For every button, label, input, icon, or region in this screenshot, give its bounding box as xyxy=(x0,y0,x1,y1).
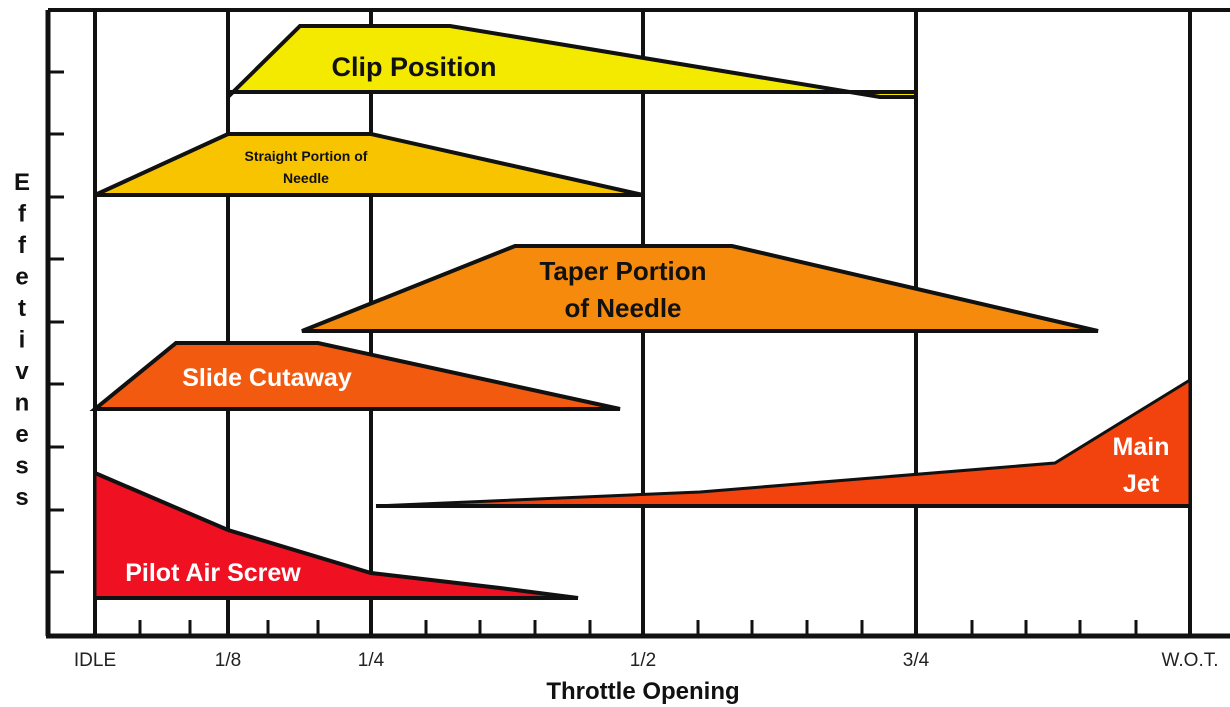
x-tick-labels: IDLE 1/8 1/4 1/2 3/4 W.O.T. xyxy=(74,650,1219,671)
taper-portion-label-line2: of Needle xyxy=(564,293,681,323)
straight-portion-label-line1: Straight Portion of xyxy=(245,148,368,164)
clip-position-label: Clip Position xyxy=(332,52,497,82)
x-tick-idle: IDLE xyxy=(74,650,116,671)
taper-portion-label-line1: Taper Portion xyxy=(539,256,706,286)
band-clip-position: Clip Position xyxy=(226,24,918,102)
band-straight-portion: Straight Portion of Needle xyxy=(94,132,644,197)
pilot-air-screw-label: Pilot Air Screw xyxy=(125,559,301,587)
x-axis-ticks xyxy=(138,620,1138,636)
x-tick-wot: W.O.T. xyxy=(1162,650,1219,671)
band-taper-portion: Taper Portion of Needle xyxy=(301,244,1099,333)
main-jet-label-line2: Jet xyxy=(1123,470,1160,498)
straight-portion-shape xyxy=(94,132,644,197)
slide-cutaway-label: Slide Cutaway xyxy=(182,364,352,392)
x-tick-1-2: 1/2 xyxy=(630,650,656,671)
y-axis-ticks xyxy=(48,70,64,574)
band-main-jet: Main Jet xyxy=(375,377,1192,508)
straight-portion-label-line2: Needle xyxy=(283,170,329,186)
band-pilot-air-screw: Pilot Air Screw xyxy=(93,470,579,600)
x-tick-1-8: 1/8 xyxy=(215,650,241,671)
x-tick-1-4: 1/4 xyxy=(358,650,385,671)
main-jet-label-line1: Main xyxy=(1113,433,1170,461)
x-axis-label: Throttle Opening xyxy=(546,678,739,705)
slide-cutaway-shape xyxy=(89,341,621,411)
band-slide-cutaway: Slide Cutaway xyxy=(89,341,621,411)
clip-position-shape xyxy=(226,24,918,102)
x-tick-3-4: 3/4 xyxy=(903,650,930,671)
taper-portion-shape xyxy=(301,244,1099,333)
